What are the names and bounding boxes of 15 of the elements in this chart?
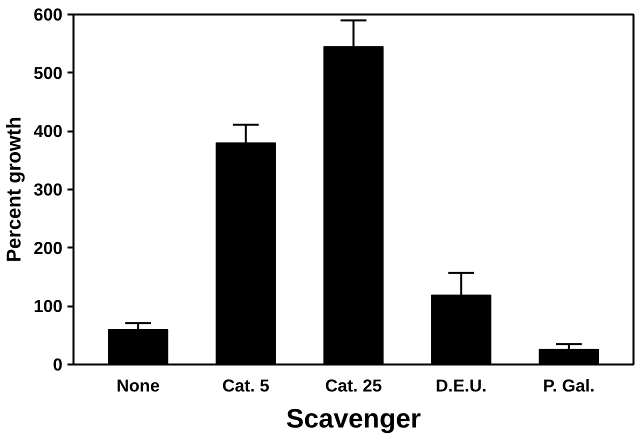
y-tick-label: 500 <box>34 62 63 83</box>
y-tick-label: 400 <box>34 121 63 142</box>
y-axis-title: Percent growth <box>4 116 26 262</box>
x-tick-label: P. Gal. <box>543 376 595 396</box>
y-tick-label: 600 <box>34 4 63 24</box>
y-tick-label: 0 <box>52 354 63 374</box>
y-tick-label: 100 <box>34 296 63 316</box>
x-tick-label: None <box>116 376 160 396</box>
bar <box>538 348 599 364</box>
x-axis-title: Scavenger <box>286 404 421 434</box>
y-tick-label: 200 <box>34 238 63 258</box>
y-tick-label: 300 <box>34 180 63 200</box>
x-tick-label: D.E.U. <box>436 376 487 396</box>
x-tick-label: Cat. 5 <box>222 376 270 396</box>
x-tick-label: Cat. 25 <box>325 376 382 396</box>
